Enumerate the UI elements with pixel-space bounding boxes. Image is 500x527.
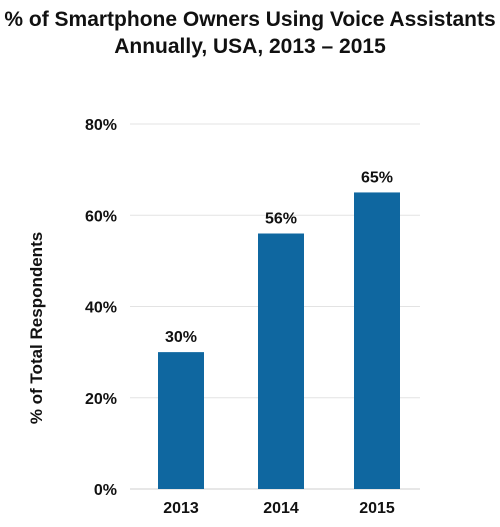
y-tick-label: 0% [94, 482, 117, 499]
bars [158, 192, 400, 489]
data-label-2015: 65% [361, 169, 393, 186]
y-axis-label: % of Total Respondents [27, 232, 46, 424]
chart-title-line-2: Annually, USA, 2013 – 2015 [114, 35, 386, 58]
y-tick-label: 80% [85, 117, 117, 134]
x-axis-categories: 2013 2014 2015 [163, 500, 395, 517]
y-tick-label: 60% [85, 208, 117, 225]
data-label-2014: 56% [265, 211, 297, 228]
y-axis-ticks: 0% 20% 40% 60% 80% [85, 117, 117, 499]
chart-title-line-1: % of Smartphone Owners Using Voice Assis… [4, 8, 496, 31]
y-tick-label: 40% [85, 300, 117, 317]
data-labels: 30% 56% 65% [165, 169, 393, 346]
data-label-2013: 30% [165, 329, 197, 346]
bar-2013 [158, 352, 204, 489]
y-tick-label: 20% [85, 391, 117, 408]
x-tick-label-2013: 2013 [163, 500, 199, 517]
x-tick-label-2014: 2014 [263, 500, 299, 517]
chart-title: % of Smartphone Owners Using Voice Assis… [0, 6, 500, 60]
x-tick-label-2015: 2015 [359, 500, 395, 517]
bar-2015 [354, 192, 400, 489]
bar-2014 [258, 233, 304, 489]
